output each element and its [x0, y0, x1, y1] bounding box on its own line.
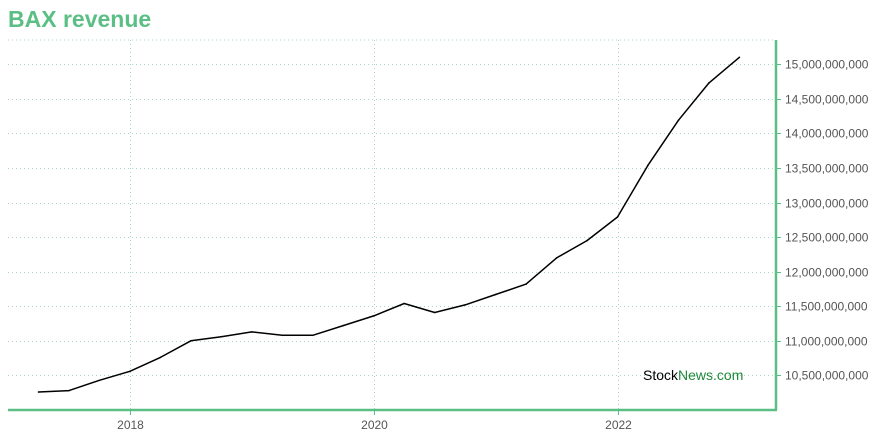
x-tick-label: 2018 [117, 418, 144, 432]
watermark: StockNews.com [643, 367, 743, 383]
y-tick-label: 12,000,000,000 [785, 266, 869, 280]
data-point [677, 119, 680, 121]
data-point [342, 324, 345, 327]
data-point [647, 164, 649, 166]
data-point [464, 304, 466, 306]
data-point [494, 293, 497, 296]
data-point [220, 335, 223, 338]
grid-lines [8, 39, 776, 410]
data-point [525, 283, 527, 285]
data-point [616, 216, 619, 218]
chart-title: BAX revenue [8, 6, 152, 32]
y-tick-label: 15,000,000,000 [785, 58, 869, 72]
y-tick-label: 13,000,000,000 [785, 197, 869, 211]
data-point [129, 370, 131, 373]
y-tick-label: 14,500,000,000 [785, 93, 869, 107]
watermark-part-2: News.com [678, 367, 743, 383]
data-point [159, 356, 162, 359]
data-point [68, 389, 70, 392]
axes [8, 40, 781, 415]
data-point [281, 334, 284, 337]
data-point [312, 334, 314, 337]
y-tick-label: 14,000,000,000 [785, 127, 869, 141]
y-tick-label: 10,500,000,000 [785, 369, 869, 383]
data-point [708, 82, 710, 84]
data-point [372, 315, 375, 317]
x-tick-label: 2022 [605, 418, 632, 432]
data-point [403, 302, 406, 305]
data-point [251, 331, 253, 333]
tick-labels: 10,500,000,000 11,000,000,000 11,500,000,0… [117, 58, 869, 433]
data-point [586, 239, 588, 242]
x-tick-label: 2020 [361, 418, 388, 432]
y-tick-label: 12,500,000,000 [785, 231, 869, 245]
data-point [738, 56, 741, 59]
y-tick-label: 11,000,000,000 [785, 335, 868, 349]
data-point [98, 379, 101, 382]
data-point [433, 311, 436, 314]
y-tick-label: 11,500,000,000 [785, 300, 868, 314]
data-point [190, 340, 192, 342]
series-line [38, 56, 740, 393]
data-point [555, 257, 558, 259]
watermark-part-1: Stock [643, 367, 679, 383]
y-tick-label: 13,500,000,000 [785, 162, 869, 176]
data-point [37, 391, 40, 393]
series-group [37, 56, 741, 393]
